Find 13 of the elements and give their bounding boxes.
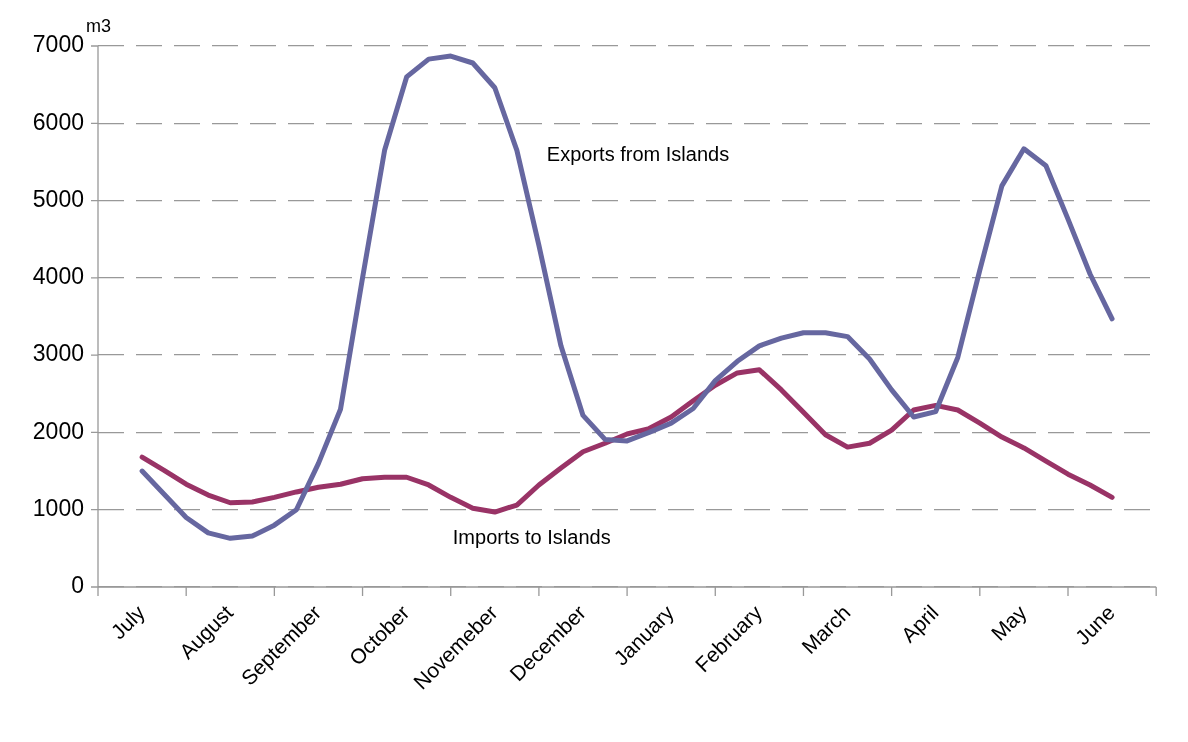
- y-tick-label: 1000: [32, 495, 84, 522]
- series-label: Exports from Islands: [546, 142, 730, 165]
- y-tick-label: 6000: [32, 108, 84, 135]
- y-tick-label: 7000: [32, 31, 84, 58]
- series-label: Imports to Islands: [452, 525, 611, 548]
- y-tick-label: 2000: [32, 417, 84, 444]
- x-tick-label: May: [986, 600, 1032, 645]
- x-tick-label: July: [106, 600, 150, 644]
- y-tick-label: 0: [71, 572, 84, 599]
- y-tick-label: 3000: [32, 340, 84, 367]
- y-tick-label: 5000: [32, 185, 84, 212]
- y-axis-title: m3: [86, 15, 112, 36]
- y-tick-label: 4000: [32, 263, 84, 290]
